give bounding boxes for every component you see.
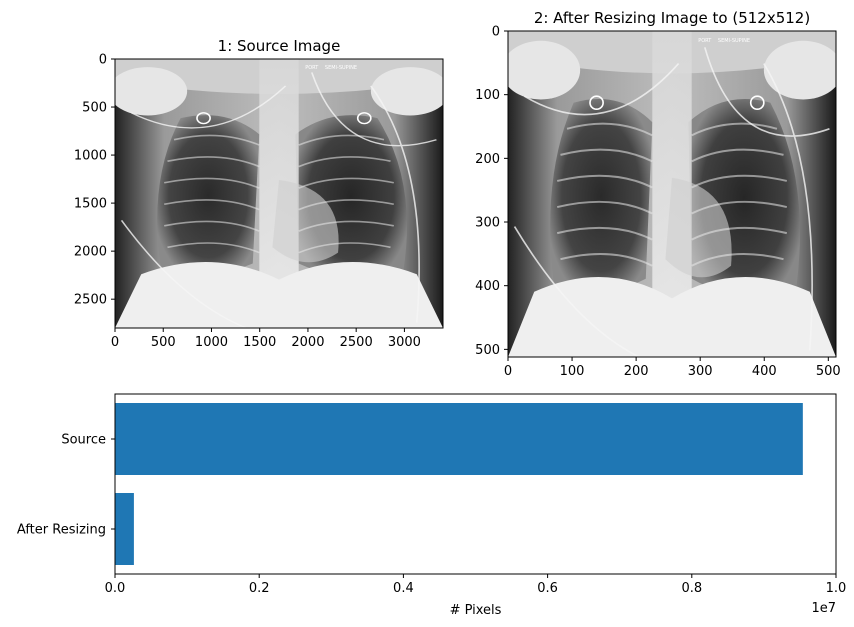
source-image-x-tick-label: 1000: [195, 335, 228, 350]
source-image-frame: [114, 58, 444, 329]
source-image-xray-picture: [115, 59, 443, 328]
resized-image-title: 2: After Resizing Image to (512x512): [534, 9, 810, 27]
resized-image-y-tick-label: 400: [475, 279, 500, 294]
resized-image-x-tick-label: 100: [560, 364, 585, 379]
source-image-x-tick-label: 2000: [291, 335, 324, 350]
resized-image-x-tick-label: 500: [816, 364, 841, 379]
source-image-overlay-text: SEMI-SUPINE: [325, 65, 357, 71]
subplot-source-image: 1: Source Image PORT SEMI-SUPINE 0 500 1000 15…: [74, 37, 444, 350]
bar-chart-x-tick-label: 0.0: [105, 581, 126, 596]
resized-image-x-tick-label: 0: [504, 364, 512, 379]
resized-image-x-tick-label: 200: [624, 364, 649, 379]
resized-image-x-tick-label: 400: [752, 364, 777, 379]
bar-chart-x-tick-label: 0.4: [393, 581, 414, 596]
source-image-y-tick-label: 500: [82, 101, 107, 116]
subplot-pixel-count-bar-chart: Source After Resizing 0.0 0.2 0.4 0.6 0.8 1.0 1e…: [17, 393, 847, 618]
source-image-x-tick-label: 2500: [340, 335, 373, 350]
bar-chart-axis-offset-label: 1e7: [811, 601, 836, 616]
bar-chart-x-tick-label: 0.2: [249, 581, 270, 596]
resized-image-overlay-text: SEMI-SUPINE: [718, 38, 750, 44]
source-image-x-tick-label: 1500: [243, 335, 276, 350]
bar-chart-y-tick-label: After Resizing: [17, 523, 106, 538]
source-image-title: 1: Source Image: [218, 37, 341, 55]
source-image-x-tick-label: 3000: [388, 335, 421, 350]
source-image-x-tick-label: 0: [111, 335, 119, 350]
source-image-overlay-text: PORT: [305, 65, 319, 71]
bar-chart-y-tick-label: Source: [61, 433, 106, 448]
resized-image-y-tick-label: 300: [475, 216, 500, 231]
bar-chart-x-tick-label: 0.6: [537, 581, 558, 596]
source-image-y-tick-label: 1500: [74, 197, 107, 212]
bar-source: [115, 403, 803, 475]
resized-image-xray-picture: [508, 31, 836, 357]
source-image-y-tick-label: 0: [99, 53, 107, 68]
resized-image-overlay-text: PORT: [698, 38, 712, 44]
bar-after-resizing: [115, 493, 134, 565]
resized-image-y-tick-label: 500: [475, 343, 500, 358]
source-image-y-tick-label: 1000: [74, 149, 107, 164]
bar-chart-frame: [114, 393, 837, 575]
resized-image-x-tick-label: 300: [688, 364, 713, 379]
bar-chart-x-axis-label: # Pixels: [450, 603, 502, 618]
resized-image-frame: [507, 30, 837, 358]
bar-chart-x-tick-label: 0.8: [681, 581, 702, 596]
source-image-y-tick-label: 2500: [74, 293, 107, 308]
resized-image-y-tick-label: 100: [475, 88, 500, 103]
subplot-resized-image: 2: After Resizing Image to (512x512) PORT…: [475, 9, 841, 379]
resized-image-y-tick-label: 0: [492, 25, 500, 40]
source-image-x-tick-label: 500: [151, 335, 176, 350]
source-image-y-tick-label: 2000: [74, 245, 107, 260]
bar-chart-x-tick-label: 1.0: [826, 581, 847, 596]
resized-image-y-tick-label: 200: [475, 152, 500, 167]
